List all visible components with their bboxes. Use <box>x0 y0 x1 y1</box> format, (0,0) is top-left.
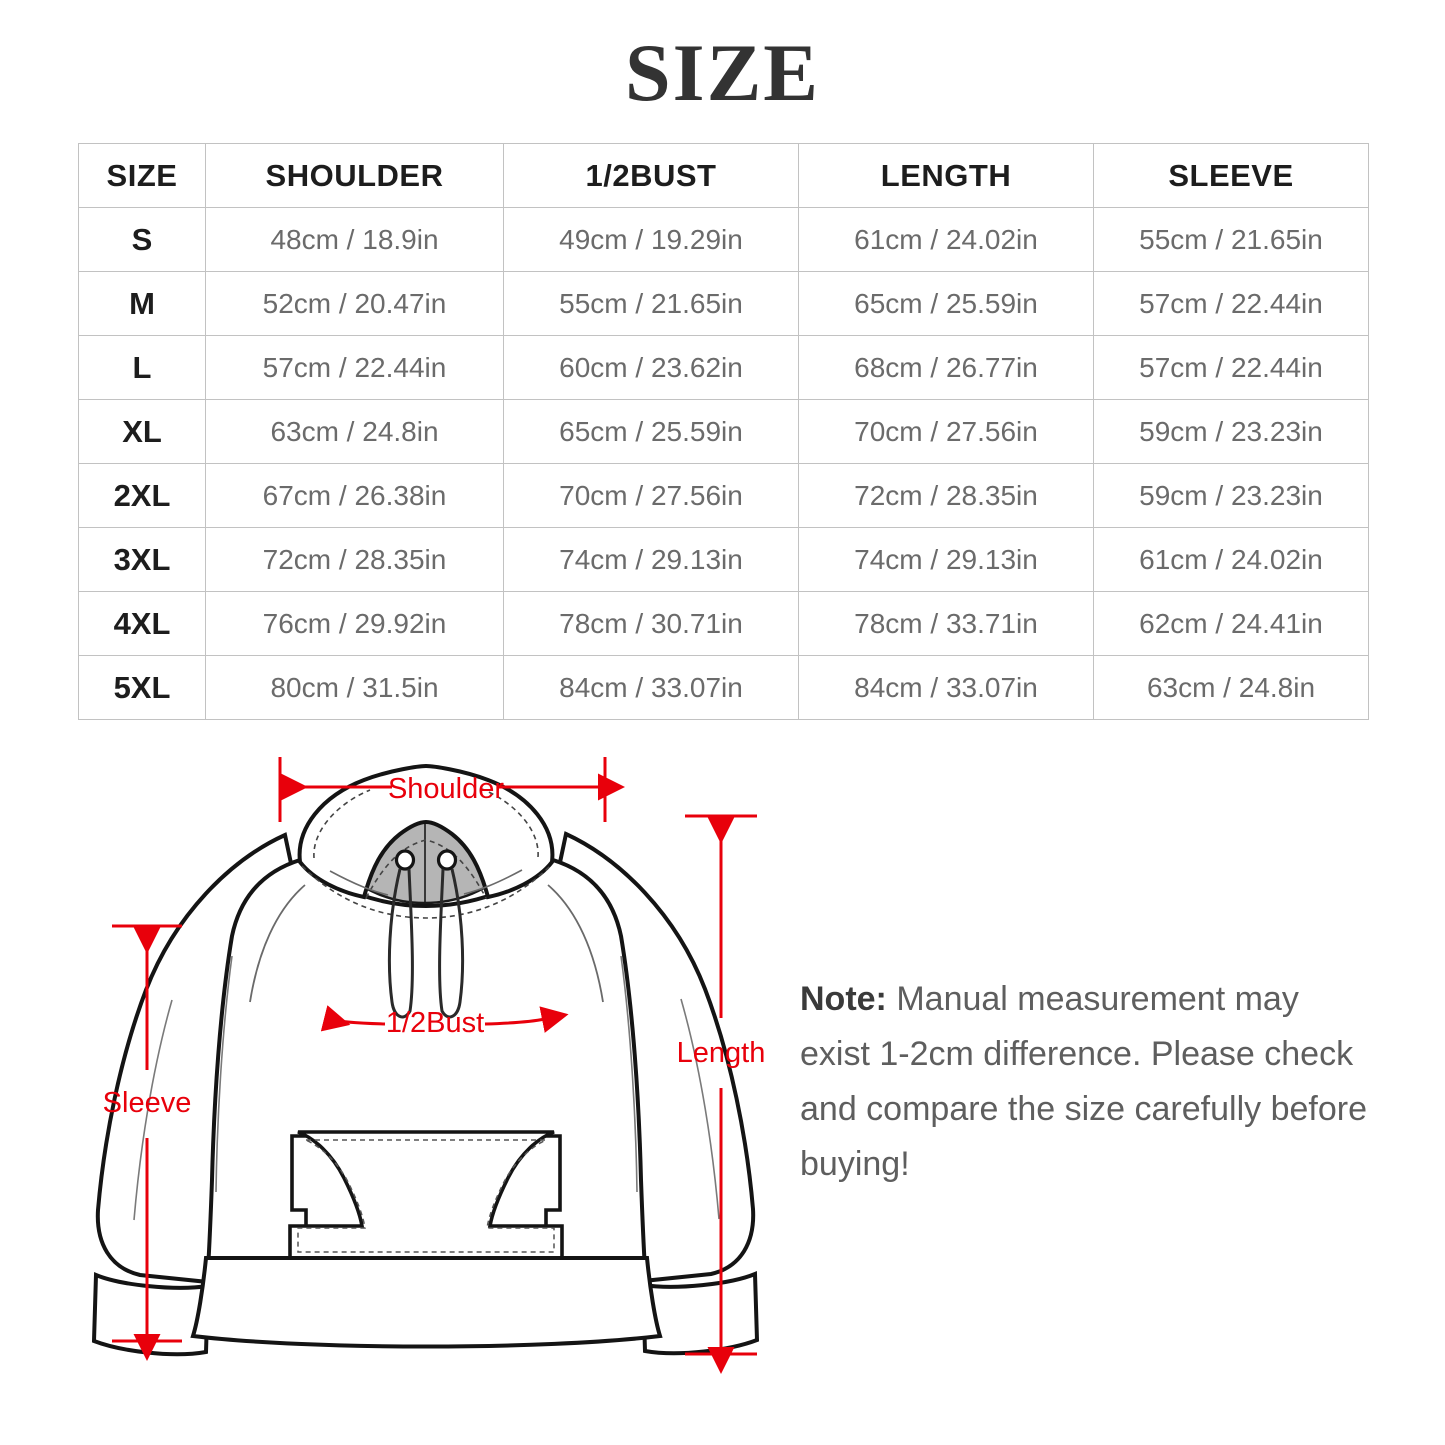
column-header-shoulder: SHOULDER <box>205 143 504 208</box>
note-text: Manual measurement may exist 1-2cm diffe… <box>800 980 1367 1184</box>
cell-shoulder: 63cm / 24.8in <box>205 399 504 464</box>
cell-shoulder: 76cm / 29.92in <box>205 591 504 656</box>
cell-size: S <box>78 207 206 272</box>
column-header-sleeve: SLEEVE <box>1093 143 1369 208</box>
cell-size: XL <box>78 399 206 464</box>
eyelet-left <box>394 849 416 871</box>
eyelet-right <box>436 849 458 871</box>
bust-arrow-right <box>484 1006 569 1033</box>
column-header-bust: 1/2BUST <box>503 143 799 208</box>
cell-bust: 70cm / 27.56in <box>503 463 799 528</box>
table-row: S 48cm / 18.9in 49cm / 19.29in 61cm / 24… <box>78 207 1369 272</box>
left-cuff <box>91 1272 211 1357</box>
label-length: Length <box>677 1037 766 1069</box>
size-table: SIZE SHOULDER 1/2BUST LENGTH SLEEVE S 48… <box>78 143 1369 720</box>
cell-size: L <box>78 335 206 400</box>
measure-annotations <box>112 757 757 1374</box>
table-row: 3XL 72cm / 28.35in 74cm / 29.13in 74cm /… <box>78 527 1369 592</box>
cell-sleeve: 59cm / 23.23in <box>1093 399 1369 464</box>
table-row: XL 63cm / 24.8in 65cm / 25.59in 70cm / 2… <box>78 399 1369 464</box>
cell-bust: 55cm / 21.65in <box>503 271 799 336</box>
hoodie-measurement-diagram: Shoulder 1/2Bust Length Sleeve <box>0 740 780 1400</box>
bottom-hem <box>190 1256 663 1349</box>
label-shoulder: Shoulder <box>388 773 504 805</box>
cell-bust: 74cm / 29.13in <box>503 527 799 592</box>
cell-shoulder: 57cm / 22.44in <box>205 335 504 400</box>
column-header-size: SIZE <box>78 143 206 208</box>
label-bust: 1/2Bust <box>386 1007 484 1039</box>
cell-length: 74cm / 29.13in <box>798 527 1094 592</box>
cell-shoulder: 80cm / 31.5in <box>205 655 504 720</box>
table-row: 5XL 80cm / 31.5in 84cm / 33.07in 84cm / … <box>78 655 1369 720</box>
cell-sleeve: 62cm / 24.41in <box>1093 591 1369 656</box>
cell-length: 61cm / 24.02in <box>798 207 1094 272</box>
hoodie-illustration <box>91 763 760 1357</box>
bust-arrow-left <box>320 1005 386 1032</box>
cell-sleeve: 61cm / 24.02in <box>1093 527 1369 592</box>
neckline-seam <box>301 865 551 919</box>
cell-shoulder: 48cm / 18.9in <box>205 207 504 272</box>
drawstring-right <box>438 868 465 1019</box>
cell-length: 84cm / 33.07in <box>798 655 1094 720</box>
cell-bust: 49cm / 19.29in <box>503 207 799 272</box>
right-cuff <box>640 1271 760 1356</box>
cell-shoulder: 67cm / 26.38in <box>205 463 504 528</box>
cell-length: 72cm / 28.35in <box>798 463 1094 528</box>
column-header-length: LENGTH <box>798 143 1094 208</box>
cell-size: 3XL <box>78 527 206 592</box>
cell-bust: 60cm / 23.62in <box>503 335 799 400</box>
table-row: 4XL 76cm / 29.92in 78cm / 30.71in 78cm /… <box>78 591 1369 656</box>
cell-bust: 65cm / 25.59in <box>503 399 799 464</box>
cell-shoulder: 52cm / 20.47in <box>205 271 504 336</box>
cell-sleeve: 57cm / 22.44in <box>1093 335 1369 400</box>
note-prefix: Note: <box>800 980 887 1018</box>
cell-size: M <box>78 271 206 336</box>
label-sleeve: Sleeve <box>103 1087 192 1119</box>
cell-size: 2XL <box>78 463 206 528</box>
cell-sleeve: 57cm / 22.44in <box>1093 271 1369 336</box>
page-title: SIZE <box>625 27 820 118</box>
cell-length: 70cm / 27.56in <box>798 399 1094 464</box>
cell-size: 5XL <box>78 655 206 720</box>
cell-length: 68cm / 26.77in <box>798 335 1094 400</box>
table-row: 2XL 67cm / 26.38in 70cm / 27.56in 72cm /… <box>78 463 1369 528</box>
hood-outer <box>297 763 555 900</box>
cell-sleeve: 59cm / 23.23in <box>1093 463 1369 528</box>
cell-size: 4XL <box>78 591 206 656</box>
cell-bust: 84cm / 33.07in <box>503 655 799 720</box>
cell-shoulder: 72cm / 28.35in <box>205 527 504 592</box>
table-header-row: SIZE SHOULDER 1/2BUST LENGTH SLEEVE <box>78 143 1369 208</box>
cell-bust: 78cm / 30.71in <box>503 591 799 656</box>
cell-sleeve: 63cm / 24.8in <box>1093 655 1369 720</box>
measurement-note: Note: Manual measurement may exist 1-2cm… <box>800 972 1370 1192</box>
table-row: M 52cm / 20.47in 55cm / 21.65in 65cm / 2… <box>78 271 1369 336</box>
table-row: L 57cm / 22.44in 60cm / 23.62in 68cm / 2… <box>78 335 1369 400</box>
cell-length: 78cm / 33.71in <box>798 591 1094 656</box>
drawstring-left <box>387 868 414 1019</box>
cell-length: 65cm / 25.59in <box>798 271 1094 336</box>
cell-sleeve: 55cm / 21.65in <box>1093 207 1369 272</box>
